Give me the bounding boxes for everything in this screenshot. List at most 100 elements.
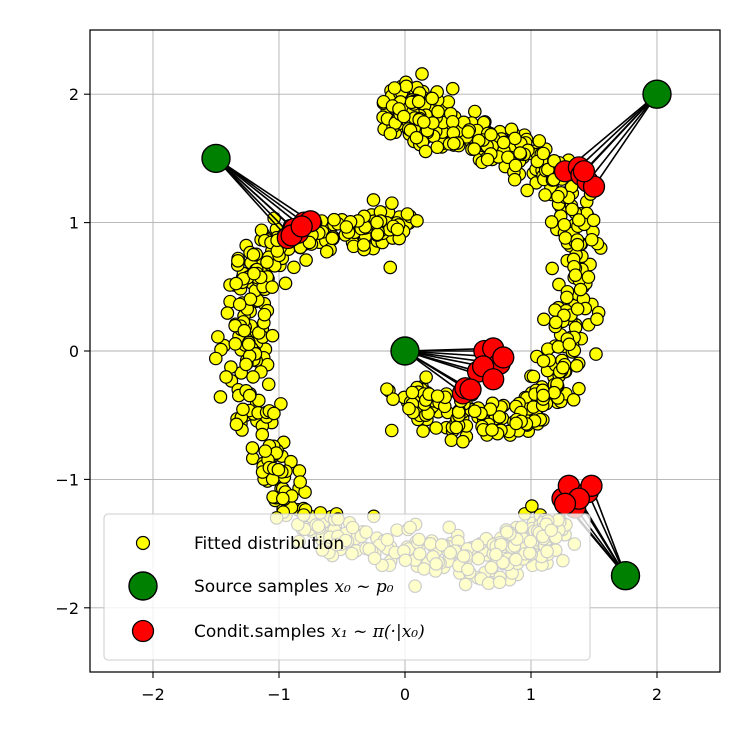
fitted-point <box>507 172 522 187</box>
legend-label-conditional: Condit.samples x₁ ~ π(·|x₀) <box>194 622 425 642</box>
fitted-point <box>562 337 577 352</box>
fitted-point <box>255 427 270 442</box>
y-tick-label: 2 <box>69 85 79 104</box>
fitted-point <box>445 81 460 96</box>
x-tick-label: −2 <box>141 685 165 704</box>
fitted-point <box>584 232 599 247</box>
transport-line <box>587 93 658 183</box>
fitted-point <box>399 79 414 94</box>
fitted-point <box>572 381 586 396</box>
fitted-point <box>299 253 313 267</box>
fitted-point <box>380 382 394 396</box>
fitted-point <box>231 254 245 268</box>
conditional-point <box>582 175 606 198</box>
fitted-point <box>480 152 495 167</box>
fitted-point <box>496 135 511 150</box>
fitted-point <box>419 370 433 384</box>
fitted-point <box>557 217 572 232</box>
fitted-point <box>366 193 381 207</box>
fitted-point <box>425 91 439 106</box>
fitted-point <box>586 213 601 228</box>
fitted-point <box>590 312 604 327</box>
conditional-point <box>459 378 482 401</box>
fitted-point <box>566 393 581 407</box>
fitted-point <box>208 351 223 366</box>
fitted-point <box>239 357 253 372</box>
fitted-point <box>370 227 385 242</box>
fitted-point <box>416 424 430 438</box>
fitted-point <box>558 231 573 245</box>
fitted-point <box>228 337 243 351</box>
fitted-point <box>383 260 398 275</box>
fitted-point <box>267 406 281 421</box>
fitted-point <box>484 127 498 142</box>
fitted-point <box>572 213 586 227</box>
fitted-point <box>544 215 559 229</box>
fitted-point <box>508 131 522 146</box>
fitted-point <box>257 307 272 322</box>
fitted-point <box>560 290 574 305</box>
transport-line <box>593 93 658 188</box>
y-tick-label: −1 <box>55 470 79 489</box>
fitted-point <box>405 385 420 400</box>
transport-line <box>215 157 311 222</box>
fitted-point <box>536 354 551 368</box>
fitted-point <box>274 397 288 411</box>
fitted-point <box>536 388 551 403</box>
fitted-point <box>260 255 274 269</box>
fitted-point <box>386 392 400 406</box>
fitted-point <box>325 231 340 246</box>
fitted-point <box>545 261 559 276</box>
transport-line <box>215 157 303 228</box>
fitted-point <box>485 423 499 437</box>
fitted-point <box>245 441 260 455</box>
fitted-point <box>243 292 258 306</box>
fitted-point <box>293 475 307 489</box>
transport-line <box>586 491 627 577</box>
legend-marker-source <box>128 571 158 601</box>
fitted-point <box>229 417 244 432</box>
fitted-point <box>237 323 252 338</box>
legend-marker-conditional <box>131 619 155 643</box>
conditional-point <box>482 368 505 391</box>
fitted-point <box>509 416 523 431</box>
fitted-point <box>581 270 596 284</box>
x-tick-label: −1 <box>267 685 291 704</box>
fitted-point <box>339 220 354 234</box>
legend-marker-fitted <box>135 535 151 551</box>
fitted-point <box>467 404 482 419</box>
fitted-point <box>429 421 443 435</box>
fitted-point <box>444 433 459 448</box>
fitted-point <box>265 280 279 294</box>
fitted-point <box>549 315 563 330</box>
fitted-point <box>513 146 527 160</box>
fitted-point <box>409 130 424 145</box>
fitted-point <box>468 104 482 119</box>
fitted-point <box>430 140 445 155</box>
legend-label-source: Source samples x₀ ~ p₀ <box>194 577 394 597</box>
fitted-point <box>430 389 445 403</box>
fitted-point <box>451 405 466 419</box>
fitted-point <box>400 207 415 221</box>
fitted-point <box>461 125 476 139</box>
fitted-point <box>447 136 461 151</box>
fitted-point <box>556 360 570 375</box>
fitted-point <box>538 188 552 202</box>
fitted-point <box>319 244 334 259</box>
source-point <box>201 143 231 174</box>
fitted-point <box>229 276 243 291</box>
fitted-point <box>387 81 402 95</box>
transport-line <box>578 498 627 577</box>
conditional-point <box>553 492 577 515</box>
axis-ticks: −2 −1 0 1 2 −2 −1 0 1 2 <box>55 85 662 704</box>
fitted-point <box>236 402 250 417</box>
fitted-point <box>552 277 566 292</box>
fitted-point <box>384 423 399 438</box>
fitted-point <box>242 388 257 403</box>
fitted-point <box>589 347 603 361</box>
fitted-point <box>569 359 584 373</box>
fitted-point <box>211 330 225 344</box>
fitted-point <box>232 297 247 312</box>
transport-line <box>215 157 299 234</box>
